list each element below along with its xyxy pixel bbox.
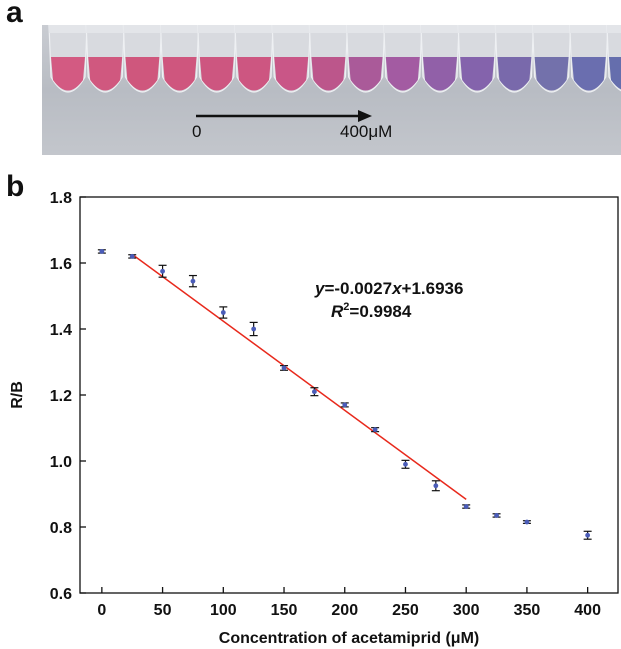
fit-line-group <box>131 253 467 501</box>
y-tick-label: 1.4 <box>50 322 72 339</box>
x-tick-label: 400 <box>574 602 601 619</box>
data-point <box>494 513 499 518</box>
data-point <box>160 268 165 274</box>
y-tick-label: 0.6 <box>50 586 72 603</box>
tube-rim <box>569 25 608 33</box>
y-axis: 0.6 0.8 1.0 1.2 1.4 1.6 1.8 <box>50 190 86 603</box>
x-axis-label: Concentration of acetamiprid (μM) <box>219 630 479 647</box>
tube-rim <box>607 25 621 33</box>
tube-solution <box>609 57 621 90</box>
tube-solution <box>274 57 309 91</box>
scatter-chart: 0.6 0.8 1.0 1.2 1.4 1.6 1.8 0 50 100 150 200 250 300… <box>9 190 619 647</box>
x-tick-label: 250 <box>392 602 419 619</box>
data-point <box>190 278 196 284</box>
panel-label-a: a <box>6 0 23 29</box>
x-tick-label: 300 <box>453 602 480 619</box>
data-point <box>463 504 469 509</box>
tube-rim <box>197 25 236 33</box>
tube-solution <box>385 57 420 91</box>
panel-label-b: b <box>6 170 25 203</box>
tube-rim <box>309 25 348 33</box>
tube-rim <box>495 25 534 33</box>
y-axis-label: R/B <box>9 381 26 409</box>
tube-solution <box>311 57 346 91</box>
data-point <box>524 519 530 525</box>
tube-solution <box>497 57 532 91</box>
plot-frame <box>79 196 619 594</box>
tube-rim <box>123 25 162 33</box>
data-point <box>372 427 378 433</box>
r-letter: R <box>331 302 344 321</box>
tube-solution <box>88 57 123 91</box>
tube-rim <box>421 25 459 33</box>
data-point <box>220 310 226 315</box>
tube-rim <box>458 25 497 33</box>
y-tick-label: 1.2 <box>50 388 72 405</box>
tube-row <box>48 25 621 93</box>
data-point <box>311 389 317 395</box>
x-tick-label: 0 <box>97 602 106 619</box>
tube-solution <box>423 57 457 91</box>
r-superscript: 2 <box>343 301 349 313</box>
eq-intercept: +1.6936 <box>402 279 464 298</box>
x-tick-label: 150 <box>271 602 298 619</box>
data-point <box>342 402 348 408</box>
tube-rim <box>532 25 571 33</box>
concentration-arrow-head <box>358 110 372 122</box>
tube-rim <box>272 25 311 33</box>
x-tick-label: 350 <box>514 602 541 619</box>
data-point <box>129 254 135 259</box>
data-point <box>281 365 287 371</box>
tube-rim <box>235 25 273 33</box>
eq-slope: =-0.0027 <box>324 279 392 298</box>
y-tick-label: 1.8 <box>50 190 72 207</box>
tube-solution <box>199 57 234 91</box>
tube-solution <box>460 57 495 91</box>
data-points <box>97 249 592 540</box>
x-tick-label: 50 <box>154 602 172 619</box>
y-tick-label: 0.8 <box>50 520 72 537</box>
y-tick-label: 1.6 <box>50 256 72 273</box>
arrow-end-label: 400μM <box>340 122 392 141</box>
tube-rim <box>86 25 125 33</box>
x-tick-label: 200 <box>331 602 358 619</box>
fit-equation: y=-0.0027x+1.6936 <box>314 279 463 298</box>
y-tick-label: 1.0 <box>50 454 72 471</box>
tube-solution <box>51 57 85 91</box>
data-point <box>99 249 105 254</box>
x-tick-label: 100 <box>210 602 237 619</box>
tube-rim <box>49 25 87 33</box>
data-point <box>403 461 408 467</box>
tube-solution <box>348 57 383 91</box>
tube-photo: 0 400μM <box>42 25 621 155</box>
tube-rim <box>160 25 199 33</box>
tube-rim <box>346 25 385 33</box>
r-squared: R2=0.9984 <box>331 301 412 321</box>
arrow-start-label: 0 <box>192 122 201 141</box>
tube-rim <box>383 25 422 33</box>
tube-solution <box>125 57 160 91</box>
eq-x: x <box>391 279 403 298</box>
tube-solution <box>534 57 569 91</box>
tube-solution <box>162 57 197 91</box>
tube-solution <box>571 57 606 91</box>
data-point <box>251 326 257 332</box>
r-value: =0.9984 <box>349 302 411 321</box>
tube-solution <box>237 57 271 91</box>
data-point <box>585 532 591 538</box>
eq-y: y <box>314 279 326 298</box>
fit-line <box>131 253 467 501</box>
data-point <box>433 483 439 489</box>
x-axis: 0 50 100 150 200 250 300 350 400 <box>97 587 601 619</box>
